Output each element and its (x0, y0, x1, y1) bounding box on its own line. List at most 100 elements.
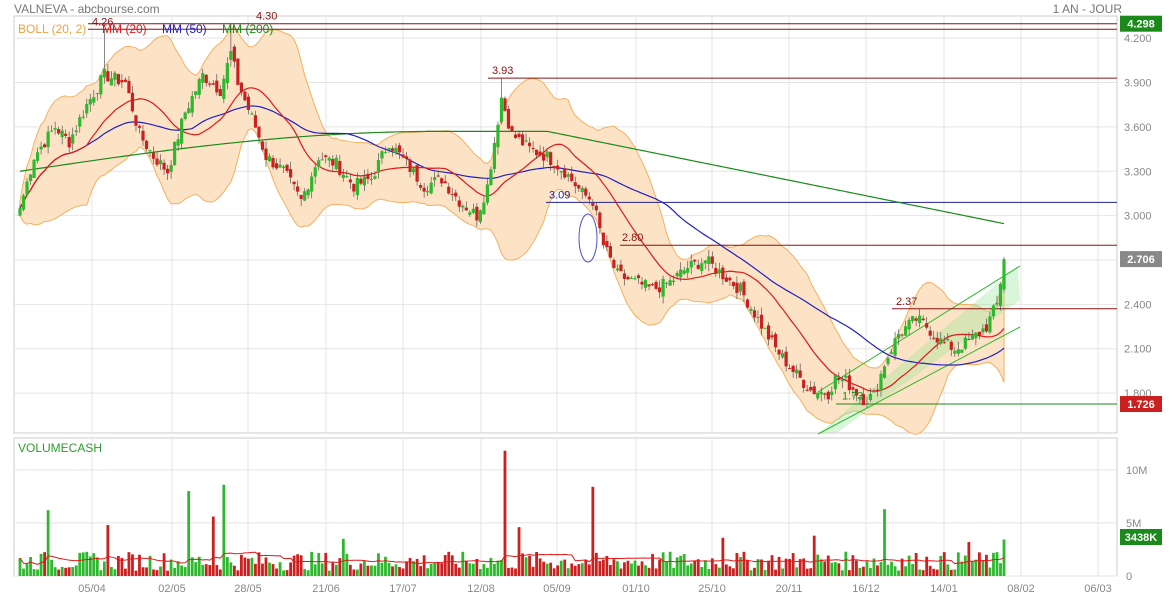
volume-bar (271, 564, 275, 576)
candle-body (724, 277, 728, 282)
volume-bar (324, 552, 328, 576)
volume-bar (53, 567, 57, 576)
volume-bar (890, 561, 893, 576)
highlight-ellipse (578, 213, 598, 263)
volume-bar (644, 565, 647, 576)
volume-bar (630, 563, 633, 576)
volume-bar (429, 564, 433, 576)
volume-bar (359, 563, 363, 576)
volume-bar (865, 561, 869, 576)
candle-body (78, 117, 82, 127)
candle-body (998, 283, 1003, 307)
volume-bar (858, 567, 862, 576)
candle-body (717, 269, 721, 273)
candle-body (390, 148, 395, 151)
volume-bar (661, 552, 665, 576)
candle-body (53, 128, 57, 130)
candle-body (457, 200, 461, 207)
candle-body (703, 260, 707, 264)
candle-body (988, 316, 992, 333)
candle-body (485, 184, 489, 203)
volume-bar (155, 570, 159, 576)
volume-bar (956, 552, 960, 576)
price-annotation: 3.09 (549, 189, 570, 201)
x-tick-label: 17/07 (389, 583, 417, 595)
volume-bar (380, 562, 384, 576)
volume-bar (985, 554, 988, 576)
candle-body (419, 185, 423, 188)
volume-bar (665, 562, 669, 576)
volume-bar (134, 570, 138, 576)
volume-bar (120, 557, 124, 576)
candle-body (250, 113, 254, 115)
volume-bar (833, 562, 837, 576)
candle-body (359, 178, 363, 184)
volume-bar (672, 567, 676, 576)
candle-body (194, 91, 198, 95)
candle-body (520, 134, 525, 146)
volume-bar (904, 566, 907, 576)
candle-body (566, 174, 570, 177)
volume-bar (218, 569, 222, 576)
volume-bar (946, 564, 950, 576)
volume-bar (798, 559, 802, 576)
candle-body (264, 148, 268, 160)
volume-bar (29, 557, 32, 576)
volume-bar (507, 568, 510, 576)
candle-body (619, 264, 623, 272)
volume-bar (682, 554, 686, 576)
candle-body (840, 379, 844, 382)
candle-body (535, 149, 539, 156)
candle-body (911, 316, 915, 322)
volume-bar (71, 567, 75, 576)
volume-bar (935, 569, 939, 576)
volume-bar (851, 555, 855, 576)
candle-body (176, 139, 180, 146)
candle-body (977, 331, 981, 336)
volume-tick-label: 10M (1126, 465, 1147, 477)
volume-bar (190, 557, 194, 576)
volume-bar (756, 559, 760, 576)
volume-bar (897, 570, 900, 576)
volume-bar (88, 556, 92, 576)
volume-bar (809, 568, 813, 576)
volume-tick-label: 5M (1126, 518, 1141, 530)
candle-body (169, 165, 173, 172)
candle-body (144, 140, 149, 149)
volume-bar (981, 560, 985, 576)
candle-body (700, 263, 704, 272)
volume-bar (306, 570, 310, 576)
candle-body (696, 264, 700, 269)
volume-tag (1120, 529, 1162, 545)
volume-bar (767, 560, 770, 576)
candle-body (289, 169, 293, 178)
volume-bar (686, 565, 690, 576)
candle-body (32, 159, 36, 178)
candle-body (823, 393, 827, 395)
candle-body (292, 181, 296, 185)
volume-bar (391, 566, 394, 576)
candle-body (341, 174, 345, 179)
volume-bar (173, 567, 177, 576)
legend-boll: BOLL (20, 2) (18, 22, 87, 36)
volume-bar (240, 554, 243, 576)
candle-body (956, 349, 960, 354)
candle-body (376, 159, 381, 173)
candle-body (148, 150, 152, 152)
volume-bar (563, 559, 567, 576)
candle-body (88, 98, 92, 105)
candle-body (798, 370, 802, 378)
volume-bar (176, 561, 180, 576)
mm20-line (19, 87, 1005, 392)
volume-bar (377, 553, 380, 576)
candle-body (355, 178, 359, 196)
volume-bar (366, 565, 370, 576)
volume-bar (387, 562, 391, 576)
candle-body (433, 177, 437, 181)
candle-body (429, 182, 433, 194)
candle-body (580, 188, 584, 193)
candle-body (868, 393, 873, 400)
volume-bar (225, 557, 229, 576)
volume-bar (781, 568, 784, 576)
volume-bar (862, 566, 865, 576)
